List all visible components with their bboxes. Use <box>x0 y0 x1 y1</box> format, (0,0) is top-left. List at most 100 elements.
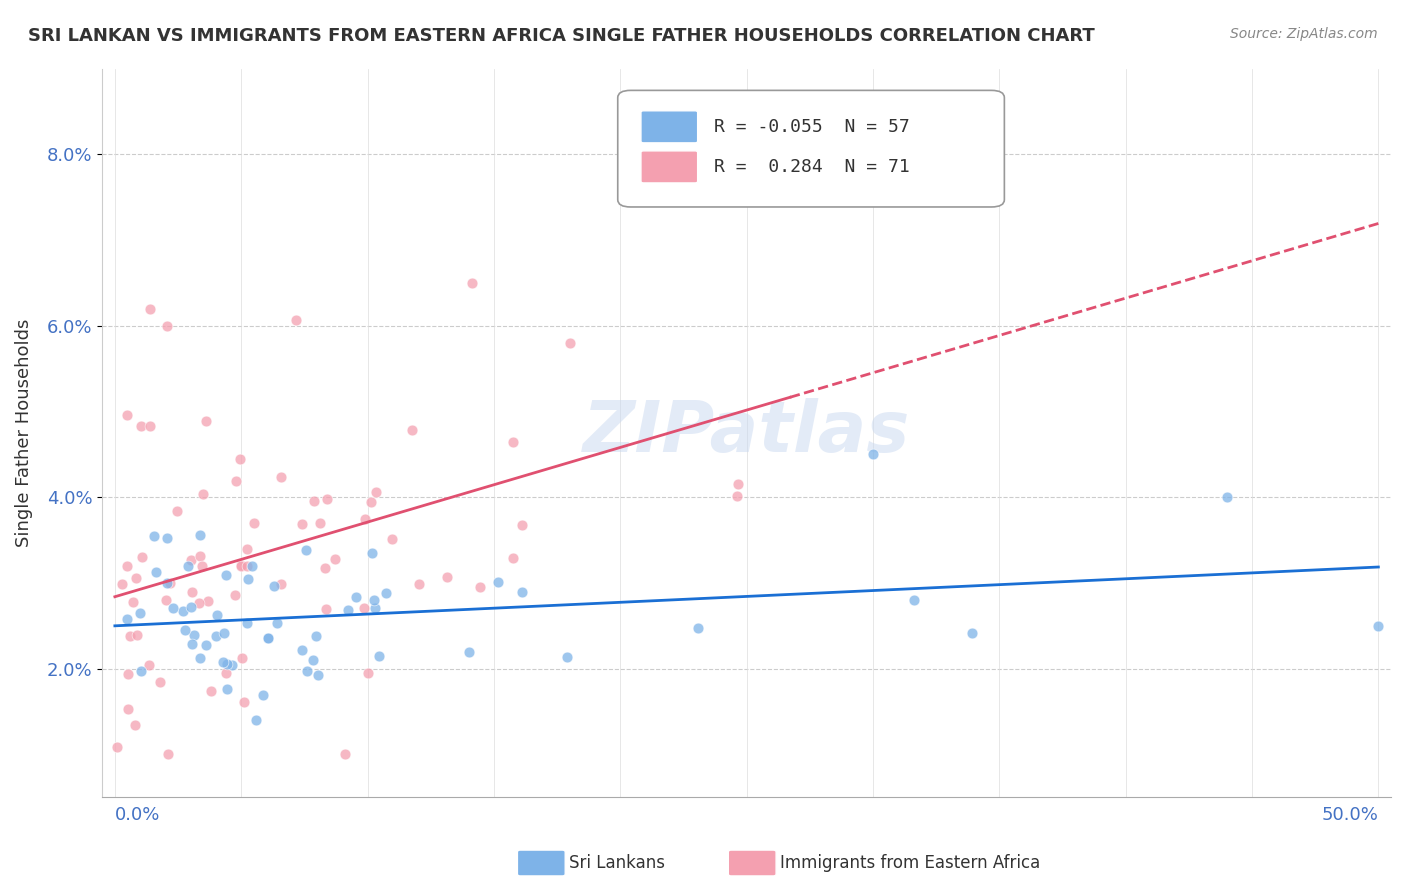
Point <box>337 603 360 617</box>
Point <box>191 487 214 501</box>
Point <box>360 546 382 560</box>
Point <box>960 626 983 640</box>
Point <box>145 565 167 579</box>
Point <box>381 533 404 547</box>
Point <box>181 585 204 599</box>
Point <box>215 665 238 680</box>
Point <box>1367 619 1389 633</box>
Point <box>217 681 239 696</box>
Text: Source: ZipAtlas.com: Source: ZipAtlas.com <box>1230 27 1378 41</box>
Point <box>129 664 152 678</box>
Point <box>149 674 172 689</box>
Text: R =  0.284  N = 71: R = 0.284 N = 71 <box>714 158 910 176</box>
Point <box>502 435 524 450</box>
Point <box>221 658 243 673</box>
Point <box>1216 490 1239 504</box>
Text: 0.0%: 0.0% <box>115 806 160 824</box>
Point <box>131 549 153 564</box>
Point <box>183 628 205 642</box>
Point <box>558 335 581 350</box>
Point <box>233 695 256 709</box>
Point <box>128 606 150 620</box>
Point <box>156 318 179 333</box>
Point <box>357 665 380 680</box>
Point <box>117 408 139 422</box>
Point <box>118 629 141 643</box>
Point <box>174 623 197 637</box>
Point <box>270 470 292 484</box>
Point <box>117 702 139 716</box>
Point <box>156 531 179 545</box>
Point <box>510 585 533 599</box>
Point <box>862 447 884 461</box>
Point <box>236 615 259 630</box>
Point <box>181 637 204 651</box>
Point <box>215 657 238 671</box>
Point <box>315 601 337 615</box>
Point <box>309 516 332 530</box>
Point <box>315 561 337 575</box>
Point <box>344 590 367 604</box>
Point <box>188 528 211 542</box>
Point <box>177 558 200 573</box>
Point <box>138 658 160 673</box>
Point <box>257 632 280 646</box>
Text: Sri Lankans: Sri Lankans <box>569 854 665 871</box>
Point <box>215 567 238 582</box>
Point <box>305 629 328 643</box>
Point <box>408 576 430 591</box>
Point <box>139 301 162 316</box>
Point <box>301 653 323 667</box>
Point <box>291 643 314 657</box>
Point <box>688 621 710 635</box>
Point <box>510 518 533 533</box>
Text: ZIPatlas: ZIPatlas <box>583 399 910 467</box>
Point <box>159 576 181 591</box>
Point <box>557 650 579 665</box>
Point <box>291 517 314 532</box>
Point <box>131 419 153 434</box>
Point <box>231 559 253 574</box>
Point <box>155 593 177 607</box>
Point <box>166 503 188 517</box>
Point <box>333 747 356 762</box>
Point <box>245 713 267 727</box>
Point <box>461 276 484 290</box>
Point <box>125 571 148 585</box>
Point <box>188 549 211 563</box>
Point <box>779 190 801 204</box>
Point <box>212 655 235 669</box>
Point <box>229 558 252 572</box>
Point <box>142 529 165 543</box>
FancyBboxPatch shape <box>641 111 697 143</box>
Point <box>486 575 509 590</box>
Text: 50.0%: 50.0% <box>1322 806 1378 824</box>
Point <box>207 608 229 623</box>
Point <box>172 604 194 618</box>
Point <box>197 593 219 607</box>
Text: SRI LANKAN VS IMMIGRANTS FROM EASTERN AFRICA SINGLE FATHER HOUSEHOLDS CORRELATIO: SRI LANKAN VS IMMIGRANTS FROM EASTERN AF… <box>28 27 1095 45</box>
Point <box>187 596 209 610</box>
Point <box>238 572 260 586</box>
Point <box>302 494 325 508</box>
Point <box>156 576 179 591</box>
Point <box>162 601 184 615</box>
Point <box>725 490 748 504</box>
Point <box>138 418 160 433</box>
Point <box>266 615 288 630</box>
Point <box>236 558 259 573</box>
Point <box>364 600 387 615</box>
Point <box>468 580 491 594</box>
Point <box>157 747 180 762</box>
Point <box>127 628 149 642</box>
FancyBboxPatch shape <box>617 90 1004 207</box>
Point <box>294 543 316 558</box>
Point <box>111 577 134 591</box>
Point <box>105 739 128 754</box>
Point <box>188 651 211 665</box>
Text: Immigrants from Eastern Africa: Immigrants from Eastern Africa <box>780 854 1040 871</box>
Point <box>252 688 274 702</box>
Point <box>224 588 246 602</box>
Point <box>194 414 217 428</box>
Point <box>295 664 318 678</box>
